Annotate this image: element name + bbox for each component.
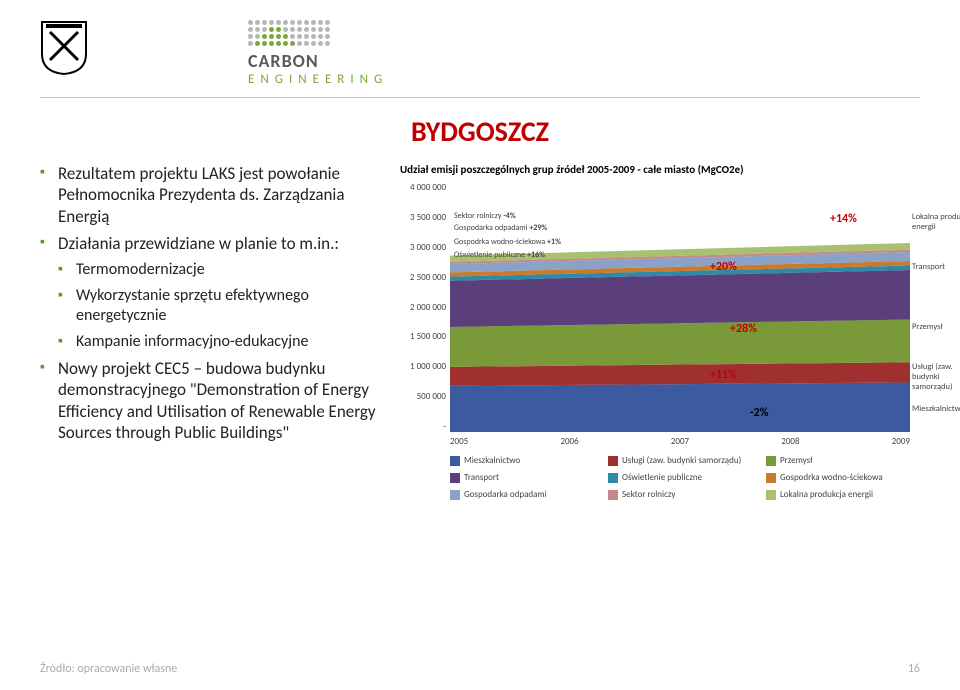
pct-label: +28% [730,322,757,336]
y-tick-label: 2 000 000 [400,302,446,313]
area-series [450,383,910,433]
chart-title: Udział emisji poszczególnych grup źródeł… [400,163,920,176]
legend-item: Usługi (zaw. budynki samorządu) [608,455,748,466]
plot: 4 000 000 3 500 000 3 000 000 2 500 000 2 00… [400,182,920,432]
page-title: BYDGOSZCZ [40,114,920,149]
list-item: Kampanie informacyjno-edukacyjne [58,332,390,352]
legend-label: Oświetlenie publiczne [622,472,702,483]
y-tick-label: 2 500 000 [400,272,446,283]
pct-label: +11% [710,368,737,382]
page-number: 16 [908,662,920,676]
logo: CARBON ENGINEERING [248,20,388,87]
chart-box: 4 000 000 3 500 000 3 000 000 2 500 000 2 00… [400,182,920,500]
series-label-left: Oświetlenie publiczne +16% [454,251,545,259]
series-label-right: Mieszkalnictwo [912,404,960,414]
x-tick-label: 2005 [450,436,468,447]
legend: Mieszkalnictwo Usługi (zaw. budynki samor… [450,455,910,500]
list-item: Nowy projekt CEC5 – budowa budynku demon… [40,358,390,443]
legend-item: Gospodarka odpadami [450,489,590,500]
legend-swatch [608,473,618,483]
x-axis: 2005 2006 2007 2008 2009 [450,436,910,447]
y-tick-label: 1 500 000 [400,331,446,342]
left-column: Rezultatem projektu LAKS jest powołanie … [40,163,390,500]
series-label-right: Transport [912,262,960,272]
list-item: Rezultatem projektu LAKS jest powołanie … [40,163,390,227]
series-label-right: Usługi (zaw. budynki samorządu) [912,362,960,392]
legend-label: Przemysł [780,455,812,466]
plot-area: Sektor rolniczy -4% Gospodarka odpadami +… [450,182,910,432]
legend-item: Mieszkalnictwo [450,455,590,466]
legend-label: Sektor rolniczy [622,489,675,500]
y-tick-label: 3 500 000 [400,212,446,223]
header: CARBON ENGINEERING [40,20,920,87]
x-tick-label: 2008 [781,436,799,447]
x-tick-label: 2006 [560,436,578,447]
y-tick-label: 3 000 000 [400,242,446,253]
area-series [450,320,910,367]
legend-swatch [450,456,460,466]
pct-label: +20% [710,260,737,274]
series-label-left: Gospodarka odpadami +29% [454,224,547,232]
pct-label: -2% [750,406,769,420]
legend-label: Mieszkalnictwo [464,455,520,466]
legend-swatch [450,473,460,483]
series-label-left: Sektor rolniczy -4% [454,212,516,220]
legend-item: Przemysł [766,455,906,466]
legend-swatch [450,490,460,500]
content: Rezultatem projektu LAKS jest powołanie … [40,163,920,500]
legend-swatch [608,490,618,500]
logo-dots-icon [248,20,332,46]
divider [40,97,920,98]
x-tick-label: 2009 [892,436,910,447]
chart-wrap: Udział emisji poszczególnych grup źródeł… [400,163,920,500]
slide: CARBON ENGINEERING BYDGOSZCZ Rezultatem … [0,0,960,690]
legend-swatch [766,473,776,483]
legend-label: Usługi (zaw. budynki samorządu) [622,455,741,466]
legend-label: Transport [464,472,499,483]
footer: Źródło: opracowanie własne 16 [40,662,920,676]
legend-swatch [608,456,618,466]
sub-list: Termomodernizacje Wykorzystanie sprzętu e… [58,260,390,352]
coat-of-arms-icon [40,20,88,76]
legend-item: Gospodrka wodno-ściekowa [766,472,906,483]
y-tick-label: 1 000 000 [400,361,446,372]
series-label-right: Lokalna produkcja energii [912,212,960,232]
legend-item: Lokalna produkcja energii [766,489,906,500]
legend-swatch [766,456,776,466]
legend-label: Gospodarka odpadami [464,489,547,500]
bullet-list: Rezultatem projektu LAKS jest powołanie … [40,163,390,443]
series-label-right: Przemysł [912,322,960,332]
y-axis: 4 000 000 3 500 000 3 000 000 2 500 000 2 00… [400,182,450,432]
list-item: Działania przewidziane w planie to m.in.… [40,233,390,352]
legend-item: Oświetlenie publiczne [608,472,748,483]
logo-text-1: CARBON [248,50,388,72]
list-item: Termomodernizacje [58,260,390,280]
y-tick-label: - [400,421,446,432]
legend-item: Transport [450,472,590,483]
logo-text-2: ENGINEERING [248,72,388,87]
footer-source: Źródło: opracowanie własne [40,662,177,676]
y-tick-label: 500 000 [400,391,446,402]
legend-item: Sektor rolniczy [608,489,748,500]
y-tick-label: 4 000 000 [400,182,446,193]
x-tick-label: 2007 [671,436,689,447]
pct-label: +14% [830,212,857,226]
legend-label: Gospodrka wodno-ściekowa [780,472,883,483]
list-item: Wykorzystanie sprzętu efektywnego energe… [58,286,390,326]
legend-swatch [766,490,776,500]
legend-label: Lokalna produkcja energii [780,489,873,500]
series-label-left: Gospodrka wodno-ściekowa +1% [454,238,561,246]
